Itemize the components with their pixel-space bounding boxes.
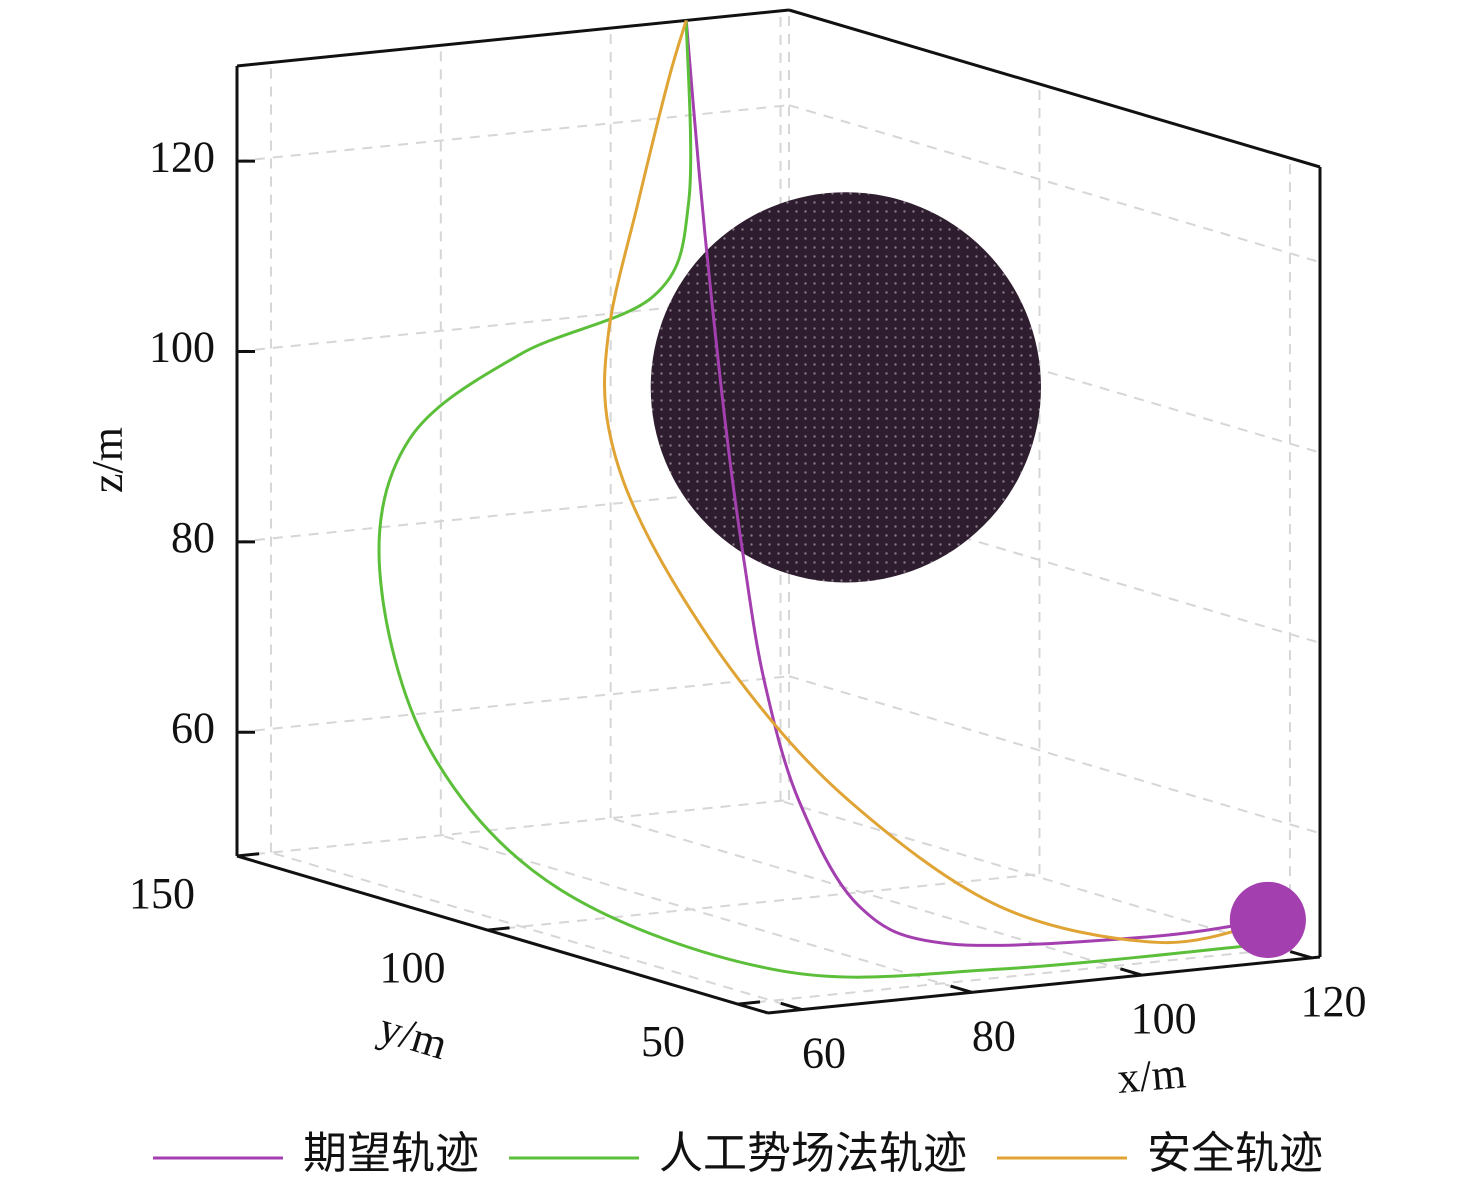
x-tick-label: 120 — [1301, 977, 1367, 1026]
grid-line — [788, 104, 1321, 264]
trajectory — [377, 20, 1280, 979]
grid-line — [788, 675, 1321, 835]
axis-edge — [788, 8, 1321, 169]
z-tick-label: 120 — [149, 132, 215, 181]
grid-line — [236, 294, 790, 353]
y-tick-label: 50 — [641, 1017, 685, 1066]
x-axis-label: x/m — [1115, 1048, 1187, 1103]
axes-box: 60 80 100 120 60 80 100 120 50 100 150 — [129, 8, 1367, 1078]
grid-line — [236, 104, 790, 163]
z-tick-label: 60 — [171, 703, 215, 752]
x-tick-label: 60 — [802, 1029, 846, 1078]
z-axis-label: z/m — [83, 427, 132, 493]
z-tick-label: 100 — [149, 323, 215, 372]
grid-line — [780, 799, 1312, 959]
z-tick-label: 80 — [171, 513, 215, 562]
axis-edge — [236, 8, 790, 68]
trajectory — [684, 20, 1269, 947]
trajectory — [602, 19, 1272, 945]
grid-line — [737, 947, 1291, 1006]
axis-edge — [236, 854, 769, 1015]
grid-line — [487, 873, 1040, 932]
x-tick-label: 100 — [1131, 994, 1197, 1043]
goal-sphere — [1229, 881, 1306, 958]
obstacle-sphere-texture — [650, 192, 1041, 583]
y-tick-label: 150 — [129, 869, 195, 918]
y-axis-label: y/m — [373, 1002, 453, 1069]
grid-line — [236, 484, 790, 543]
y-tick-label: 100 — [379, 943, 445, 992]
legend-label: 期望轨迹 — [303, 1129, 479, 1178]
grid-line — [270, 851, 803, 1011]
legend-label: 人工势场法轨迹 — [659, 1129, 967, 1178]
axis-edge — [767, 955, 1321, 1015]
labels: z/m y/m x/m — [83, 427, 1188, 1103]
grid-line — [610, 817, 1142, 977]
grid-line — [236, 675, 790, 734]
legend: 期望轨迹 人工势场法轨迹 安全轨迹 — [153, 1129, 1323, 1178]
plot-area — [377, 19, 1306, 979]
grid-line — [440, 834, 973, 994]
legend-label: 安全轨迹 — [1147, 1129, 1323, 1178]
grid-line — [236, 799, 790, 857]
x-tick-label: 80 — [972, 1011, 1016, 1060]
